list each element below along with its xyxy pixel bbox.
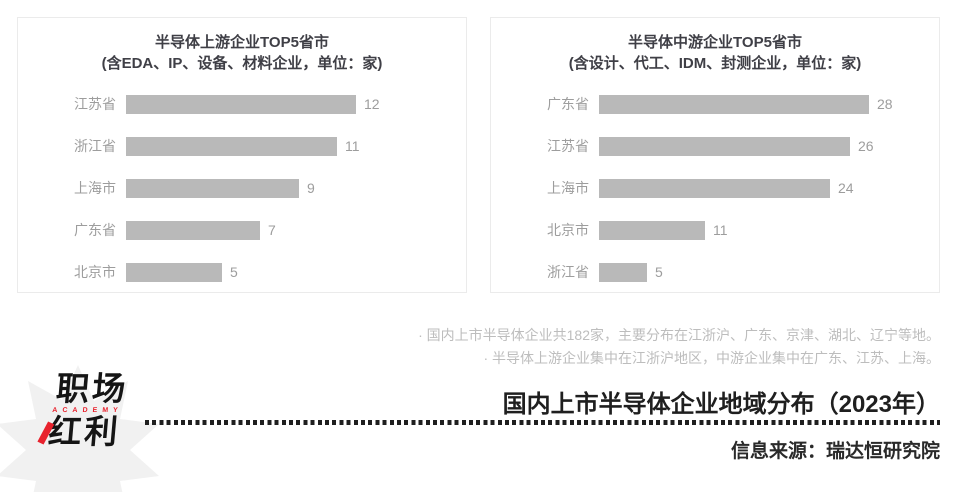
chart-title-line2: (含设计、代工、IDM、封测企业，单位：家) [568,55,862,72]
bar [599,262,647,282]
source-label: 信息来源：瑞达恒研究院 [730,441,940,462]
chart-title-line1: 半导体上游企业TOP5省市 [155,34,329,51]
chart-panel-upstream: 半导体上游企业TOP5省市 (含EDA、IP、设备、材料企业，单位：家) 江苏省… [17,17,467,293]
bar-row: 北京市 11 [491,209,939,251]
category-label: 上海市 [74,180,116,196]
dotted-divider [145,420,940,425]
chart-title-line2: (含EDA、IP、设备、材料企业，单位：家) [101,55,383,72]
bar-row: 上海市 9 [18,167,466,209]
bar [599,136,850,156]
page-title: 国内上市半导体企业地域分布（2023年） [502,391,940,418]
annotation-line: · 国内上市半导体企业共182家，主要分布在江浙沪、广东、京津、湖北、辽宁等地。 [418,327,940,343]
category-label: 江苏省 [547,138,589,154]
bar [599,94,869,114]
chart-title-line1: 半导体中游企业TOP5省市 [628,34,802,51]
bar [126,136,337,156]
logo-line2: 红利 [46,413,123,450]
value-label: 11 [345,138,360,154]
bar-row: 广东省 28 [491,83,939,125]
category-label: 江苏省 [74,96,116,112]
value-label: 5 [230,264,238,280]
bar [126,262,222,282]
value-label: 24 [838,180,854,196]
value-label: 5 [655,264,663,280]
bar-row: 广东省 7 [18,209,466,251]
bar-row: 北京市 5 [18,251,466,293]
chart-title-upstream: 半导体上游企业TOP5省市 (含EDA、IP、设备、材料企业，单位：家) [28,32,456,74]
value-label: 11 [713,222,728,238]
category-label: 浙江省 [74,138,116,154]
bar-row: 江苏省 26 [491,125,939,167]
value-label: 9 [307,180,315,196]
annotation-line: · 半导体上游企业集中在江浙沪地区，中游企业集中在广东、江苏、上海。 [483,350,940,366]
starburst-shape [0,365,159,492]
bar-rows-upstream: 江苏省 12 浙江省 11 上海市 9 广东省 7 北京市 5 [18,83,466,293]
bar-row: 江苏省 12 [18,83,466,125]
bar-rows-midstream: 广东省 28 江苏省 26 上海市 24 北京市 11 浙江省 5 [491,83,939,293]
bar [599,220,705,240]
category-label: 北京市 [74,264,116,280]
logo-line2-wrap: 红利 [37,413,156,456]
bar [126,94,356,114]
category-label: 浙江省 [547,264,589,280]
charts-row: 半导体上游企业TOP5省市 (含EDA、IP、设备、材料企业，单位：家) 江苏省… [17,17,940,293]
bar-row: 浙江省 5 [491,251,939,293]
bar-row: 浙江省 11 [18,125,466,167]
annotations: · 国内上市半导体企业共182家，主要分布在江浙沪、广东、京津、湖北、辽宁等地。… [418,324,940,370]
value-label: 12 [364,96,380,112]
category-label: 广东省 [547,96,589,112]
chart-title-midstream: 半导体中游企业TOP5省市 (含设计、代工、IDM、封测企业，单位：家) [501,32,929,74]
chart-panel-midstream: 半导体中游企业TOP5省市 (含设计、代工、IDM、封测企业，单位：家) 广东省… [490,17,940,293]
logo: 职场 ACADEMY 红利 [37,370,159,456]
logo-line1: 职场 [54,370,130,407]
category-label: 北京市 [547,222,589,238]
bar [126,220,260,240]
value-label: 7 [268,222,276,238]
bar [599,178,830,198]
value-label: 26 [858,138,874,154]
bar [126,178,299,198]
category-label: 广东省 [74,222,116,238]
bar-row: 上海市 24 [491,167,939,209]
value-label: 28 [877,96,893,112]
category-label: 上海市 [547,180,589,196]
